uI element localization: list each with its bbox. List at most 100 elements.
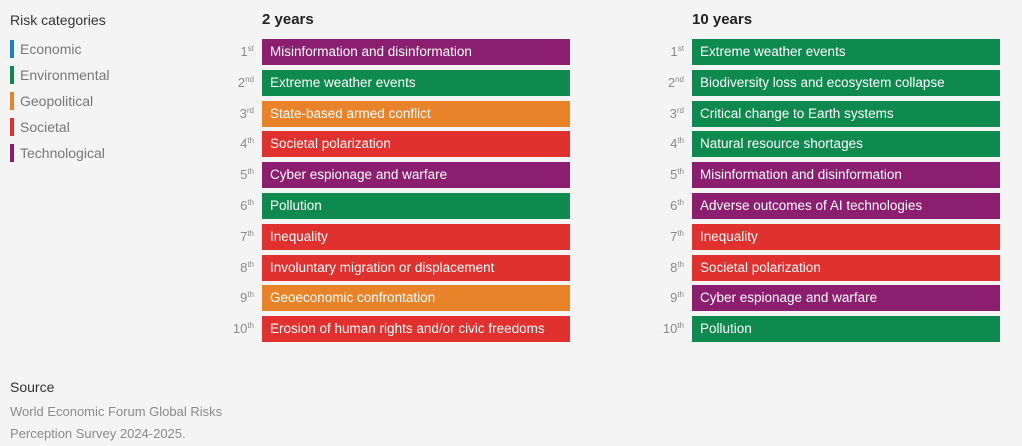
rank-row: 3rd State-based armed conflict [240,100,570,127]
rank-suffix: th [247,197,254,207]
rank-label: 2nd [238,70,254,96]
rank-suffix: nd [245,74,254,84]
source-title: Source [10,379,55,395]
rank-number: 2 [237,74,246,90]
rank-number: 10 [232,321,248,337]
rank-row: 4th Societal polarization [240,131,570,158]
rank-row: 1st Misinformation and disinformation [241,39,570,65]
risk-bar: Geoeconomic confrontation [262,285,570,312]
rank-number: 9 [240,290,248,306]
rank-row: 1st Extreme weather events [671,39,1000,65]
rank-suffix: th [247,136,254,146]
rank-row: 5th Misinformation and disinformation [670,162,1000,189]
rank-suffix: th [677,290,684,300]
rank-suffix: th [247,321,254,331]
risk-bar: Extreme weather events [692,39,1000,65]
rank-number: 5 [240,167,248,183]
rank-suffix: th [677,167,684,177]
rank-label: 6th [240,193,254,219]
rank-label: 3rd [240,101,254,127]
legend-label: Technological [20,145,105,161]
risk-bar: Natural resource shortages [692,131,1000,158]
rank-label: 5th [240,162,254,188]
rank-row: 8th Involuntary migration or displacement [240,254,570,281]
column-title: 10 years [692,11,753,28]
rank-label: 3rd [670,101,684,127]
rank-suffix: th [247,167,254,177]
rank-number: 2 [667,74,676,90]
rank-label: 7th [240,224,254,250]
rank-label: 4th [240,131,254,157]
rank-label: 6th [670,193,684,219]
legend-item-economic: Economic [10,36,110,62]
rank-number: 5 [670,167,678,183]
risk-bar: Inequality [262,223,570,250]
rank-label: 8th [240,255,254,281]
rank-row: 10th Pollution [663,316,1000,343]
risk-bar: Cyber espionage and warfare [262,162,570,189]
rank-row: 8th Societal polarization [670,254,1000,281]
rank-number: 7 [670,228,678,244]
rank-number: 4 [240,136,248,152]
rank-suffix: rd [676,105,684,115]
rank-suffix: th [247,228,254,238]
rank-label: 7th [670,224,684,250]
rank-row: 7th Inequality [670,223,1000,250]
legend-item-societal: Societal [10,114,110,140]
rank-row: 2nd Extreme weather events [238,69,570,96]
rank-number: 9 [670,290,678,306]
column-2-years: 2 years 1st Misinformation and disinforma… [233,10,570,347]
rank-label: 10th [663,316,684,342]
legend-item-technological: Technological [10,140,110,166]
rank-number: 1 [670,44,678,59]
risk-bar: State-based armed conflict [262,100,570,127]
rank-label: 4th [670,131,684,157]
risk-bar: Pollution [262,192,570,219]
rank-suffix: st [677,44,684,53]
risk-bar: Involuntary migration or displacement [262,254,570,281]
rank-label: 9th [670,285,684,311]
risk-bar: Pollution [692,316,1000,343]
rank-label: 8th [670,255,684,281]
rank-row: 5th Cyber espionage and warfare [240,162,570,189]
legend-label: Societal [20,119,70,135]
rank-row: 7th Inequality [240,223,570,250]
rank-number: 4 [670,136,678,152]
rank-label: 9th [240,285,254,311]
rank-row: 3rd Critical change to Earth systems [670,100,1000,127]
rank-suffix: st [247,44,254,53]
rank-suffix: nd [675,74,684,84]
column-title: 2 years [262,11,314,28]
rank-suffix: th [677,197,684,207]
rank-number: 1 [240,44,248,59]
legend-label: Environmental [20,67,110,83]
legend-label: Geopolitical [20,93,94,109]
risk-bar: Biodiversity loss and ecosystem collapse [692,69,1000,96]
legend-swatch [10,92,14,110]
rank-label: 1st [241,39,254,65]
rank-suffix: th [677,259,684,269]
risk-bar: Misinformation and disinformation [692,162,1000,189]
rank-row: 10th Erosion of human rights and/or civic… [233,316,570,343]
rank-number: 7 [240,228,248,244]
rank-row: 9th Geoeconomic confrontation [240,285,570,312]
risk-bar: Extreme weather events [262,69,570,96]
rank-number: 6 [670,197,678,213]
rank-number: 6 [240,197,248,213]
rank-label: 10th [233,316,254,342]
rank-label: 5th [670,162,684,188]
rank-label: 1st [671,39,684,65]
rank-suffix: th [247,290,254,300]
rank-row: 2nd Biodiversity loss and ecosystem colla… [668,69,1000,96]
source: Source World Economic Forum Global Risks… [10,379,250,445]
legend-swatch [10,144,14,162]
legend-item-environmental: Environmental [10,62,110,88]
risk-bar: Societal polarization [692,254,1000,281]
legend-items: Economic Environmental Geopolitical Societa… [10,36,110,166]
legend-swatch [10,40,14,58]
legend: Risk categories Economic Environmental Geo… [10,12,110,166]
legend-label: Economic [20,41,82,57]
rank-suffix: th [247,259,254,269]
risk-bar: Critical change to Earth systems [692,100,1000,127]
rank-number: 3 [669,105,677,121]
